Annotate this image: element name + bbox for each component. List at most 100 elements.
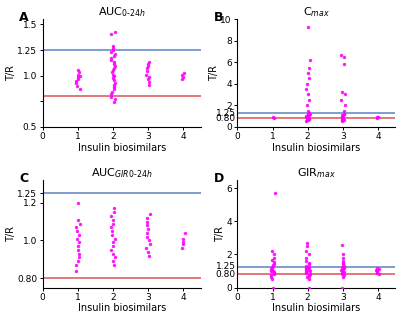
- Point: [303, 258, 310, 263]
- X-axis label: Insulin biosimilars: Insulin biosimilars: [272, 303, 360, 314]
- Point: [75, 200, 81, 205]
- Point: [109, 72, 116, 77]
- Point: [339, 271, 346, 276]
- Point: [109, 217, 116, 222]
- Point: [304, 116, 310, 121]
- Point: [146, 242, 153, 247]
- Point: [182, 230, 188, 235]
- Point: [75, 74, 81, 79]
- Point: [111, 236, 118, 241]
- Point: [75, 259, 81, 264]
- Point: [341, 112, 347, 117]
- Point: [304, 241, 311, 246]
- Point: [108, 247, 114, 252]
- Point: [302, 270, 309, 275]
- Point: [75, 70, 82, 75]
- Point: [75, 247, 81, 252]
- Point: [112, 64, 118, 69]
- Point: [339, 262, 346, 267]
- Title: AUC$_{GIR0\text{-}24h}$: AUC$_{GIR0\text{-}24h}$: [91, 167, 152, 180]
- Point: [270, 115, 276, 120]
- Point: [271, 271, 277, 276]
- Point: [111, 77, 117, 82]
- X-axis label: Insulin biosimilars: Insulin biosimilars: [77, 143, 166, 152]
- Point: [304, 269, 310, 274]
- Point: [267, 266, 274, 271]
- Point: [302, 270, 309, 275]
- Point: [107, 49, 114, 55]
- X-axis label: Insulin biosimilars: Insulin biosimilars: [77, 303, 166, 314]
- Point: [178, 72, 185, 77]
- Point: [143, 245, 149, 250]
- Point: [73, 80, 80, 85]
- Text: A: A: [19, 11, 28, 24]
- X-axis label: Insulin biosimilars: Insulin biosimilars: [272, 143, 360, 152]
- Point: [181, 71, 187, 76]
- Title: GIR$_{max}$: GIR$_{max}$: [297, 167, 336, 180]
- Point: [107, 213, 114, 219]
- Point: [107, 94, 114, 100]
- Point: [146, 253, 152, 258]
- Point: [306, 117, 312, 122]
- Point: [111, 84, 117, 89]
- Point: [111, 52, 118, 57]
- Point: [73, 236, 80, 241]
- Point: [143, 72, 150, 77]
- Point: [269, 258, 275, 263]
- Point: [110, 210, 117, 215]
- Point: [340, 260, 346, 265]
- Point: [306, 266, 312, 271]
- Point: [109, 232, 116, 237]
- Point: [111, 60, 117, 65]
- Point: [271, 262, 277, 267]
- Point: [108, 58, 115, 63]
- Point: [340, 258, 346, 263]
- Point: [180, 74, 186, 79]
- Point: [271, 115, 277, 120]
- Point: [77, 73, 83, 78]
- Point: [73, 225, 79, 230]
- Point: [269, 266, 275, 271]
- Point: [75, 76, 81, 81]
- Point: [304, 92, 311, 97]
- Point: [304, 81, 310, 86]
- Point: [180, 236, 186, 241]
- Point: [306, 252, 312, 257]
- Point: [75, 68, 81, 73]
- Text: 1.25: 1.25: [216, 262, 236, 271]
- Point: [268, 272, 274, 278]
- Point: [108, 31, 114, 36]
- Point: [111, 80, 118, 85]
- Point: [303, 265, 309, 271]
- Point: [302, 263, 309, 268]
- Point: [338, 242, 345, 247]
- Text: 0.80: 0.80: [216, 270, 236, 279]
- Text: D: D: [214, 172, 224, 185]
- Point: [270, 263, 276, 268]
- Point: [373, 267, 380, 272]
- Point: [110, 243, 116, 249]
- Point: [180, 240, 186, 245]
- Point: [305, 24, 311, 29]
- Point: [143, 219, 150, 224]
- Point: [74, 83, 80, 88]
- Point: [270, 285, 277, 290]
- Point: [306, 116, 313, 121]
- Point: [304, 244, 310, 249]
- Point: [306, 271, 313, 276]
- Point: [338, 268, 344, 273]
- Point: [146, 79, 152, 84]
- Point: [306, 57, 313, 63]
- Point: [144, 69, 150, 74]
- Point: [143, 234, 150, 239]
- Point: [375, 114, 382, 119]
- Point: [268, 249, 275, 254]
- Point: [305, 265, 312, 270]
- Point: [144, 223, 151, 228]
- Point: [146, 74, 152, 79]
- Point: [339, 270, 346, 275]
- Point: [374, 265, 380, 270]
- Point: [269, 268, 276, 273]
- Point: [76, 86, 83, 91]
- Point: [110, 262, 117, 267]
